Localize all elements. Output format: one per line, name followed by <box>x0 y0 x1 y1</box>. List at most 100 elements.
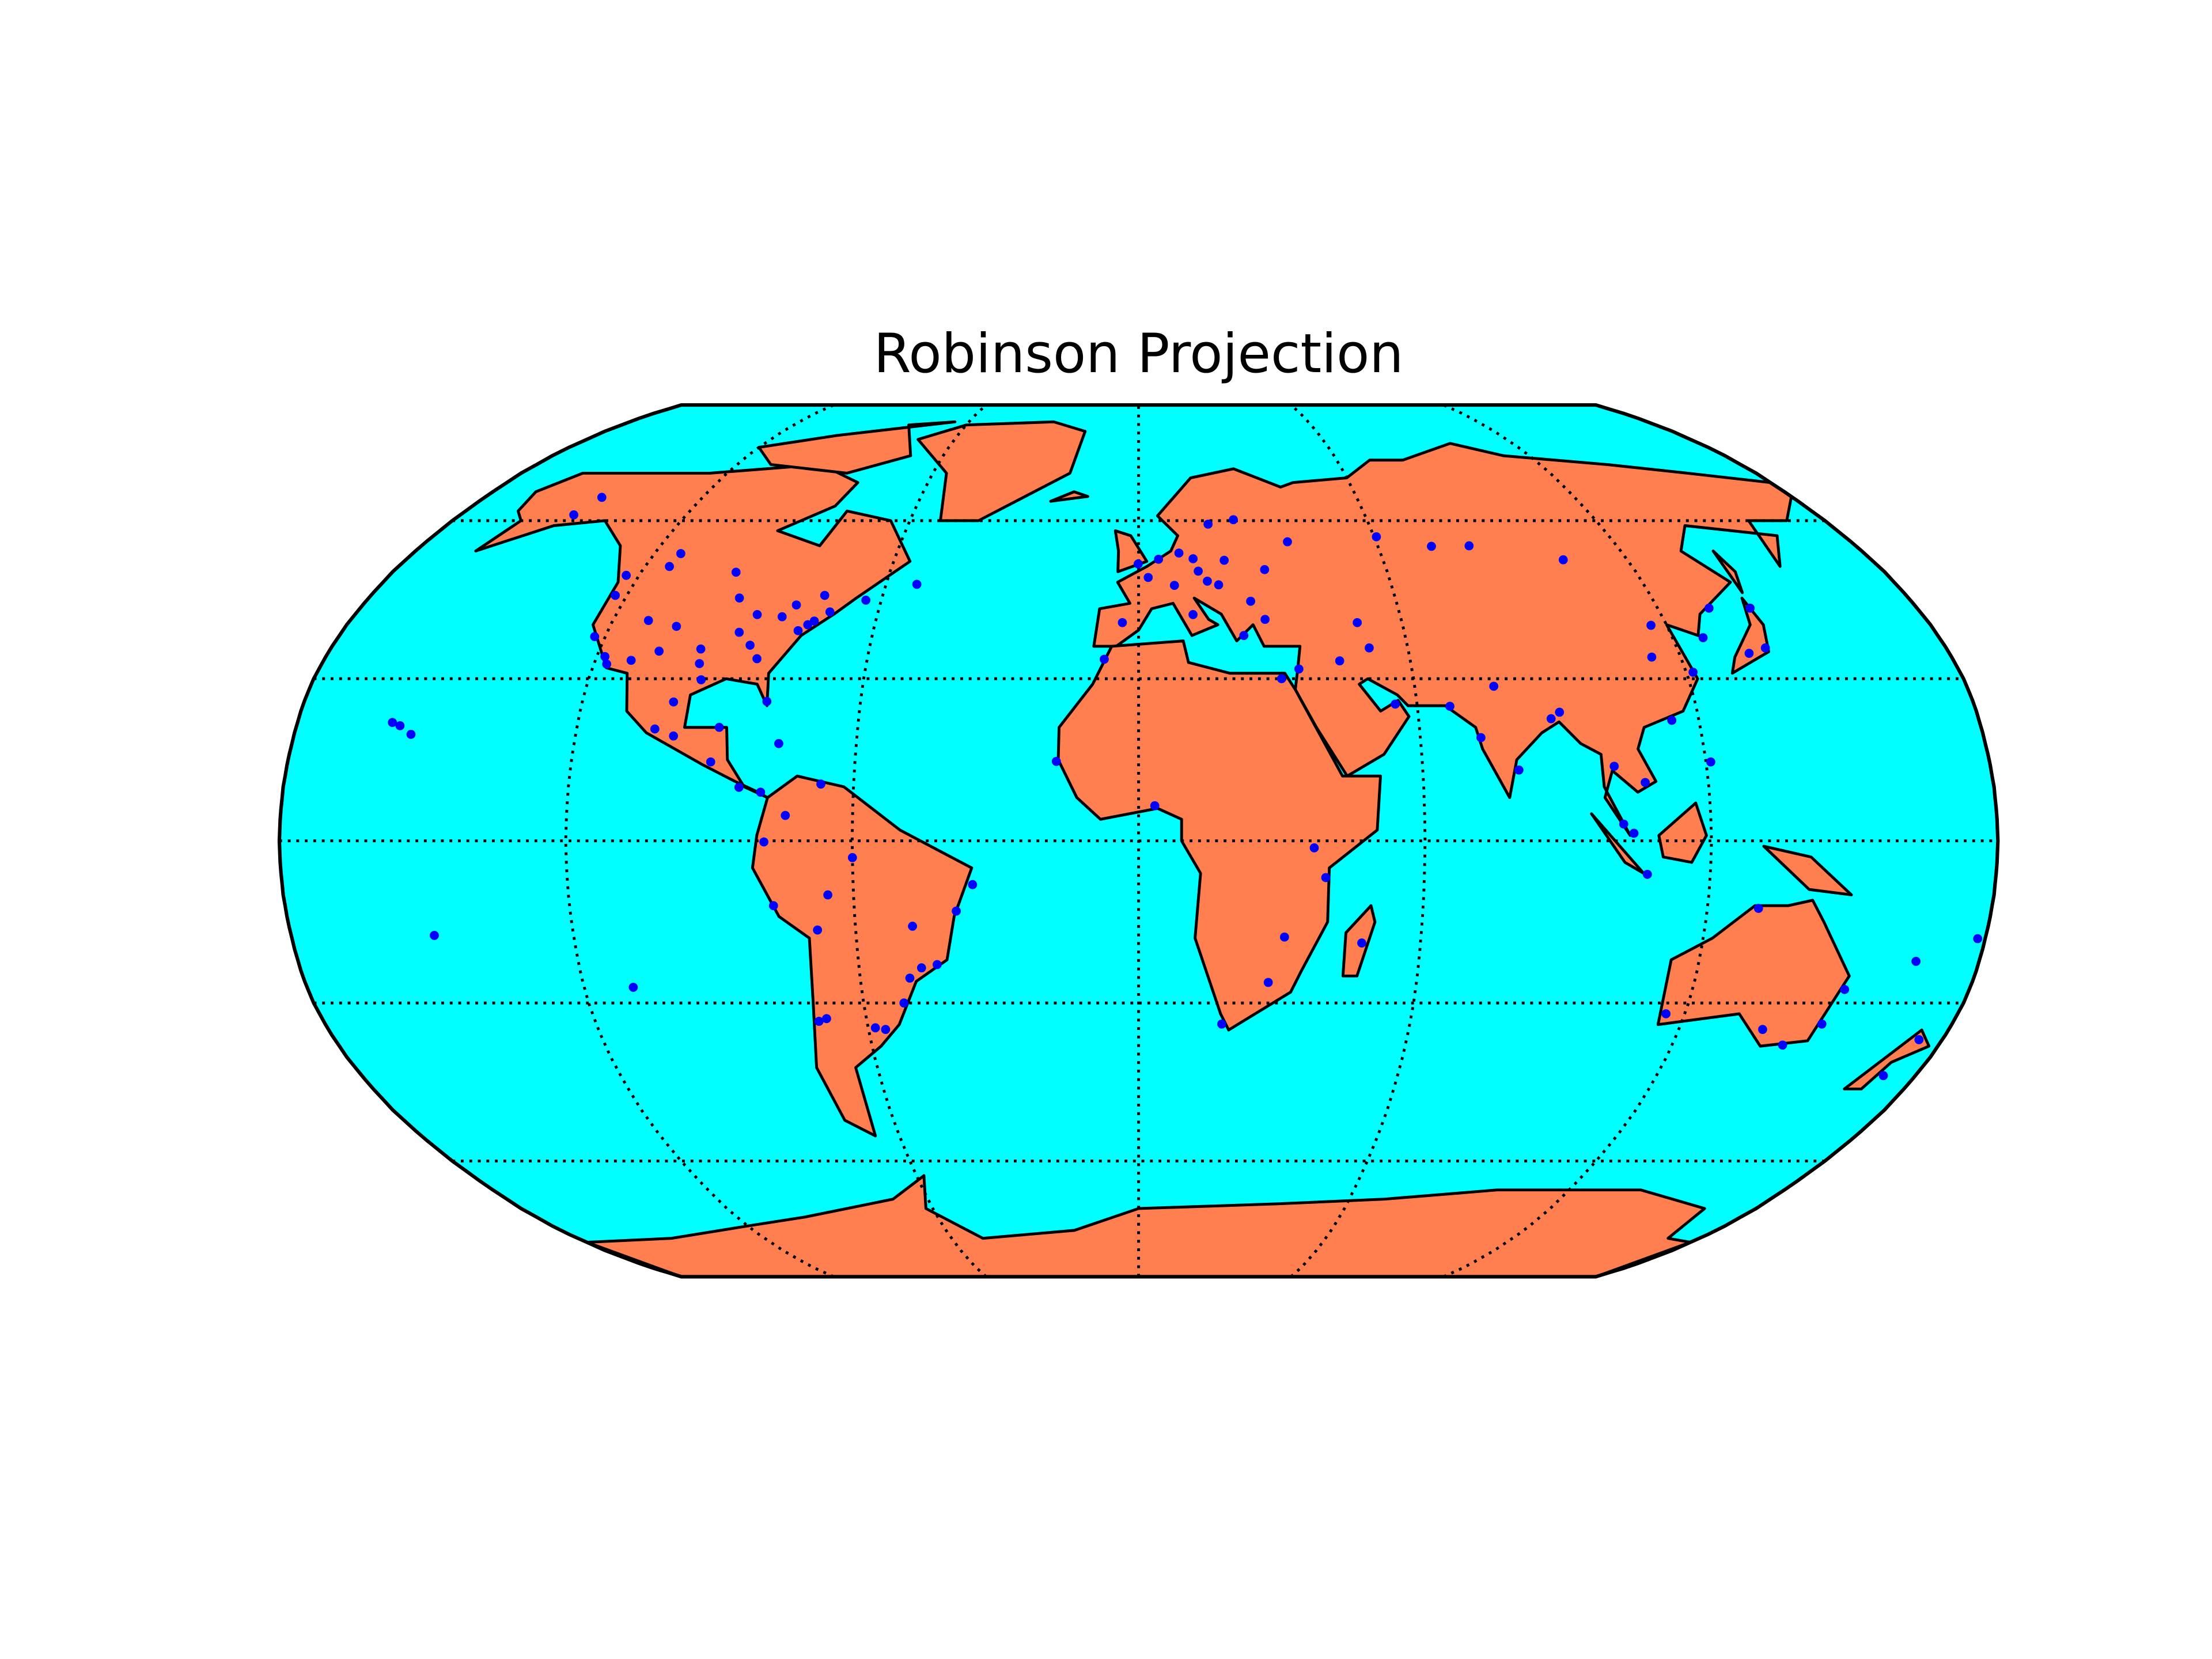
location-point <box>1203 520 1213 529</box>
location-point <box>1758 1025 1767 1035</box>
location-point <box>1134 559 1143 569</box>
location-point <box>695 659 704 668</box>
location-point <box>1353 618 1362 627</box>
location-point <box>768 901 778 911</box>
location-point <box>1445 702 1455 711</box>
location-point <box>1219 555 1229 565</box>
location-point <box>1546 714 1556 724</box>
location-point <box>706 757 715 767</box>
location-point <box>861 596 871 605</box>
location-point <box>1688 668 1698 677</box>
landmass <box>757 420 957 475</box>
location-point <box>1464 541 1474 551</box>
location-point <box>406 729 416 739</box>
landmass <box>1843 1028 1931 1090</box>
location-point <box>1260 615 1270 624</box>
location-point <box>1335 656 1344 666</box>
location-point <box>1760 643 1770 653</box>
location-point <box>622 570 631 580</box>
location-point <box>1778 1040 1787 1050</box>
location-point <box>669 731 679 741</box>
location-point <box>611 590 620 600</box>
location-point <box>1744 649 1754 658</box>
location-point <box>395 721 405 730</box>
location-point <box>752 654 762 664</box>
landmass <box>585 1174 1706 1277</box>
location-point <box>1294 664 1304 674</box>
location-point <box>774 738 783 748</box>
landmass <box>474 463 912 800</box>
location-point <box>643 616 653 626</box>
location-point <box>899 998 909 1008</box>
location-point <box>1246 596 1256 606</box>
location-point <box>968 880 978 889</box>
location-point <box>1514 765 1524 775</box>
location-point <box>654 646 664 656</box>
location-point <box>781 810 790 820</box>
location-point <box>1214 580 1224 590</box>
location-point <box>672 622 681 631</box>
land-layer <box>279 405 1998 1277</box>
location-point <box>1878 1071 1888 1081</box>
location-point <box>696 675 706 684</box>
location-point <box>1391 699 1400 709</box>
location-point <box>1154 554 1164 564</box>
location-point <box>1051 756 1061 766</box>
landmass <box>1730 596 1770 675</box>
location-point <box>1745 603 1755 613</box>
location-point <box>650 724 660 734</box>
location-point <box>590 632 600 642</box>
location-point <box>952 906 961 916</box>
landmass <box>1049 490 1089 503</box>
location-point <box>1188 554 1198 563</box>
map-layers <box>277 403 2000 1279</box>
location-point <box>1619 819 1628 829</box>
location-point <box>1555 707 1565 717</box>
location-point <box>602 660 612 669</box>
location-point <box>628 983 638 992</box>
location-point <box>791 600 801 610</box>
location-point <box>1706 757 1715 767</box>
landmass <box>751 774 974 1138</box>
location-point <box>597 493 607 502</box>
location-point <box>820 590 830 600</box>
location-point <box>1753 904 1763 913</box>
location-point <box>847 853 857 862</box>
location-point <box>912 579 922 589</box>
location-point <box>734 782 744 792</box>
location-point <box>1642 869 1652 879</box>
landmass <box>1590 812 1645 875</box>
location-point <box>1283 537 1292 547</box>
location-point <box>814 1017 824 1026</box>
landmass <box>1762 844 1853 896</box>
location-point <box>1647 652 1657 662</box>
location-point <box>1558 555 1568 565</box>
landmass <box>1711 550 1744 594</box>
location-point <box>1365 643 1374 653</box>
location-point <box>1260 565 1270 574</box>
location-point <box>1150 801 1160 810</box>
location-point <box>1840 984 1850 994</box>
location-point <box>1309 843 1319 853</box>
location-point <box>1698 633 1708 642</box>
location-point <box>932 960 942 969</box>
map-title: Robinson Projection <box>874 323 1404 385</box>
location-point <box>1427 541 1436 551</box>
location-point <box>1194 566 1203 576</box>
location-point <box>430 931 439 940</box>
location-point <box>1609 762 1619 771</box>
location-point <box>696 644 706 654</box>
location-point <box>825 607 835 617</box>
location-point <box>1279 932 1289 942</box>
location-point <box>908 922 917 931</box>
landmass <box>1657 801 1708 864</box>
location-point <box>626 656 636 665</box>
location-point <box>1661 1009 1671 1018</box>
location-point <box>1817 1019 1827 1029</box>
location-point <box>813 925 823 935</box>
location-point <box>777 612 787 622</box>
location-point <box>759 837 768 847</box>
location-point <box>1489 681 1499 691</box>
